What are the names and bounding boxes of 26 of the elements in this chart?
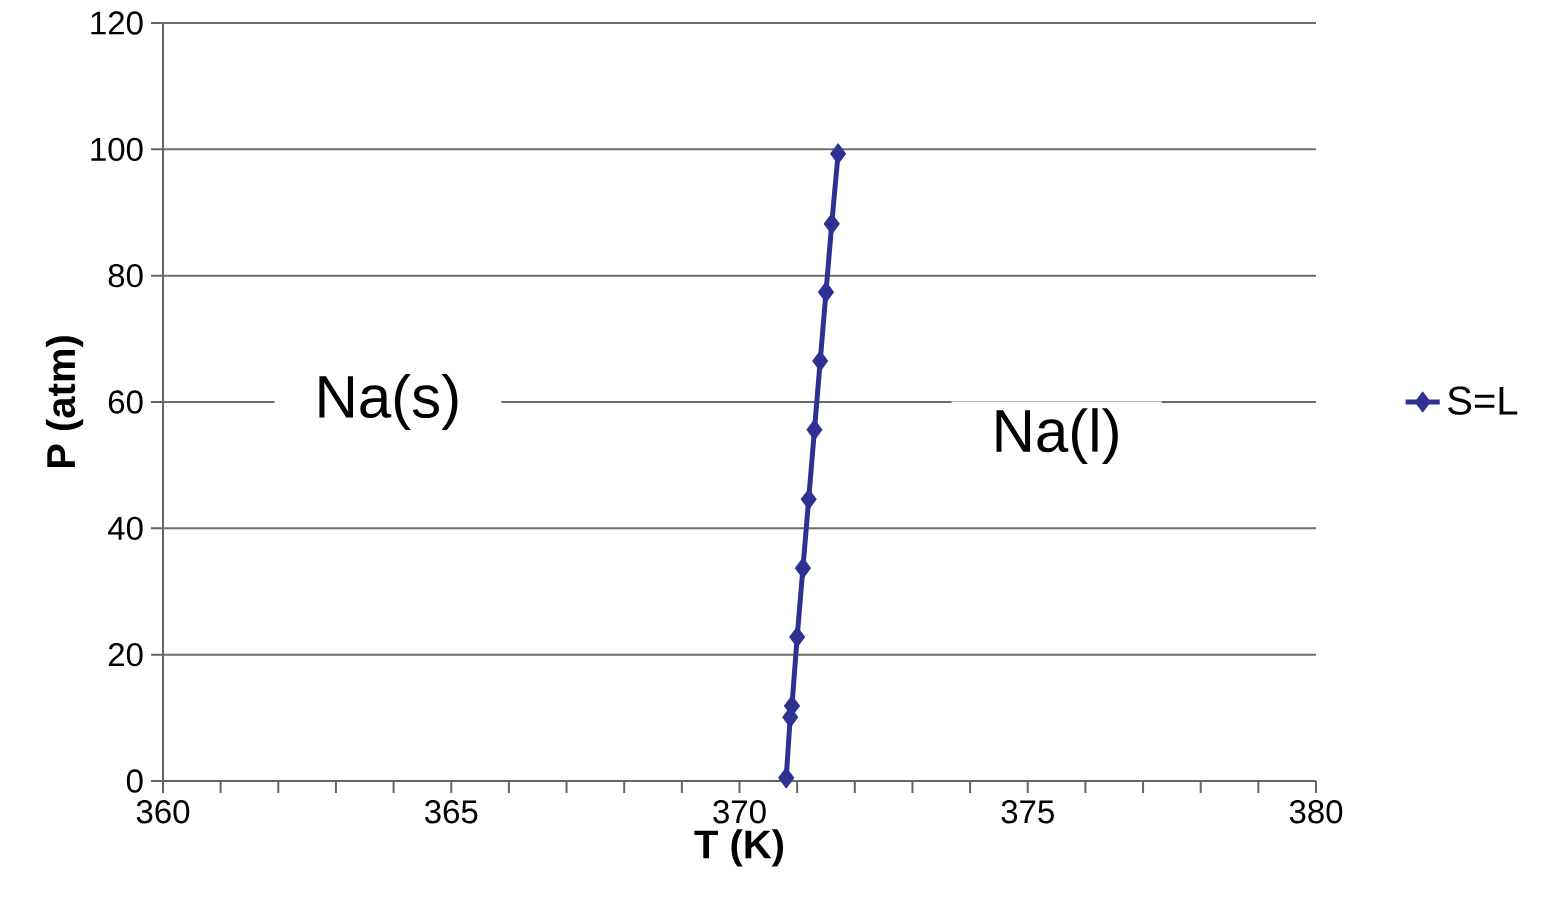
- x-tick-label: 375: [1001, 800, 1054, 824]
- point: [812, 350, 829, 372]
- point: [823, 213, 840, 235]
- y-tick-label: 80: [108, 263, 143, 288]
- x-tick-label: 360: [136, 800, 190, 824]
- y-tick-label: 100: [91, 137, 143, 161]
- y-axis-title: P (atm): [45, 336, 84, 468]
- y-tick-label: 40: [107, 516, 143, 541]
- x-tick-label: 380: [1289, 800, 1343, 824]
- x-tick-label: 365: [424, 800, 478, 824]
- point: [806, 419, 823, 441]
- point: [778, 767, 795, 789]
- x-axis-title: T (K): [694, 829, 784, 867]
- point: [789, 626, 806, 648]
- legend-label: S=L: [1448, 386, 1518, 415]
- annotation: Na(l): [996, 408, 1118, 465]
- y-tick-label: 60: [108, 390, 143, 414]
- y-tick-label: 120: [91, 11, 143, 35]
- x-tick-label: 370: [713, 800, 766, 824]
- point: [817, 281, 834, 303]
- y-tick-label: 0: [126, 769, 143, 793]
- y-tick-label: 20: [108, 642, 143, 667]
- point: [794, 557, 811, 579]
- point: [800, 488, 817, 510]
- point: [830, 143, 847, 165]
- annotation: Na(s): [319, 374, 458, 430]
